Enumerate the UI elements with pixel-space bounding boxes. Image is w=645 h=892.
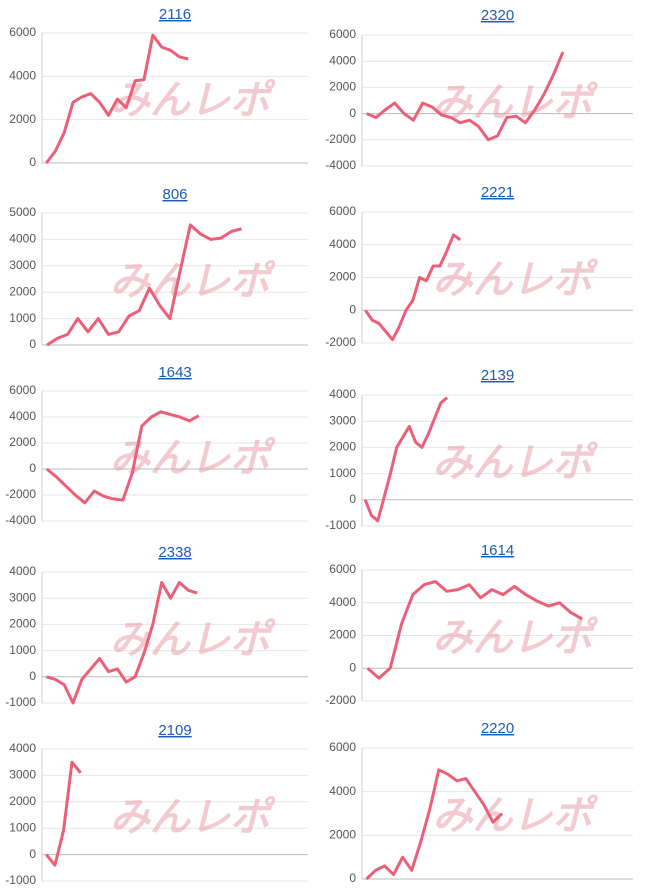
y-tick-label: 4000 [9, 409, 36, 423]
y-tick-label: 4000 [329, 784, 356, 798]
chart-title[interactable]: 2109 [158, 722, 191, 739]
data-line [366, 580, 583, 680]
y-tick-label: 3000 [329, 413, 356, 427]
y-tick-label: -1000 [5, 873, 36, 887]
y-tick-label: -2000 [5, 487, 36, 501]
data-line [46, 223, 242, 347]
y-tick-label: 3000 [9, 590, 36, 604]
y-tick-label: 2000 [329, 628, 356, 642]
y-tick-label: 4000 [9, 741, 36, 755]
chart-title[interactable]: 2221 [481, 184, 514, 201]
data-line [366, 51, 565, 142]
y-tick-label: 4000 [329, 595, 356, 609]
y-tick-label: 6000 [9, 383, 36, 397]
y-tick-label: 1000 [9, 643, 36, 657]
y-tick-label: 1000 [329, 466, 356, 480]
watermark: みんレポ [110, 796, 276, 840]
y-tick-label: 0 [349, 302, 356, 316]
watermark: みんレポ [110, 260, 276, 304]
watermark: みんレポ [433, 258, 599, 302]
y-tick-label: 4000 [9, 69, 36, 83]
chart-title[interactable]: 2338 [158, 544, 191, 561]
y-tick-label: -2000 [325, 335, 356, 349]
y-tick-label: 2000 [329, 440, 356, 454]
y-tick-label: 4000 [9, 564, 36, 578]
y-tick-label: 0 [349, 492, 356, 506]
y-tick-label: 5000 [9, 205, 36, 219]
y-tick-label: 0 [29, 461, 36, 475]
y-tick-label: 0 [29, 847, 36, 861]
data-line [45, 760, 82, 867]
y-tick-label: 1000 [9, 820, 36, 834]
data-line [365, 768, 504, 881]
data-line [45, 410, 200, 505]
watermark: みんレポ [433, 441, 599, 485]
y-tick-label: 4000 [329, 387, 356, 401]
y-tick-label: 0 [349, 871, 356, 885]
y-tick-label: 2000 [9, 794, 36, 808]
y-tick-label: 3000 [9, 768, 36, 782]
y-tick-label: 4000 [329, 53, 356, 67]
watermark: みんレポ [433, 616, 599, 660]
y-tick-label: 4000 [9, 232, 36, 246]
y-tick-label: 1000 [9, 311, 36, 325]
y-tick-label: 0 [349, 660, 356, 674]
y-tick-label: -1000 [325, 518, 356, 532]
y-tick-label: 6000 [329, 27, 356, 41]
y-tick-label: -4000 [325, 158, 356, 172]
watermark: みんレポ [433, 81, 599, 125]
y-tick-label: 6000 [329, 740, 356, 754]
y-tick-label: 2000 [9, 617, 36, 631]
chart-title[interactable]: 806 [162, 186, 187, 203]
y-tick-label: 6000 [9, 25, 36, 39]
watermark: みんレポ [110, 618, 276, 662]
watermark: みんレポ [110, 79, 276, 123]
y-tick-label: 0 [29, 155, 36, 169]
y-tick-label: 4000 [329, 237, 356, 251]
y-tick-label: 3000 [9, 258, 36, 272]
chart-title[interactable]: 2139 [481, 367, 514, 384]
y-tick-label: 6000 [329, 562, 356, 576]
y-tick-label: 0 [349, 106, 356, 120]
y-tick-label: 2000 [9, 112, 36, 126]
data-line [363, 396, 449, 523]
y-tick-label: 2000 [329, 828, 356, 842]
watermark: みんレポ [433, 794, 599, 838]
chart-title[interactable]: 1643 [158, 364, 191, 381]
y-tick-label: 2000 [9, 284, 36, 298]
y-tick-label: -2000 [325, 693, 356, 707]
data-line [45, 33, 189, 164]
y-tick-label: -1000 [5, 695, 36, 709]
chart-title[interactable]: 2220 [481, 720, 514, 737]
data-line [45, 581, 198, 705]
y-tick-label: 2000 [329, 80, 356, 94]
y-tick-label: 0 [29, 669, 36, 683]
y-tick-label: 0 [29, 337, 36, 351]
y-tick-label: -2000 [325, 132, 356, 146]
y-tick-label: 2000 [9, 435, 36, 449]
y-tick-label: -4000 [5, 513, 36, 527]
chart-title[interactable]: 1614 [481, 542, 514, 559]
chart-title[interactable]: 2116 [159, 6, 191, 23]
y-tick-label: 2000 [329, 270, 356, 284]
data-line [364, 233, 462, 342]
y-tick-label: 6000 [329, 204, 356, 218]
chart-title[interactable]: 2320 [481, 7, 514, 24]
